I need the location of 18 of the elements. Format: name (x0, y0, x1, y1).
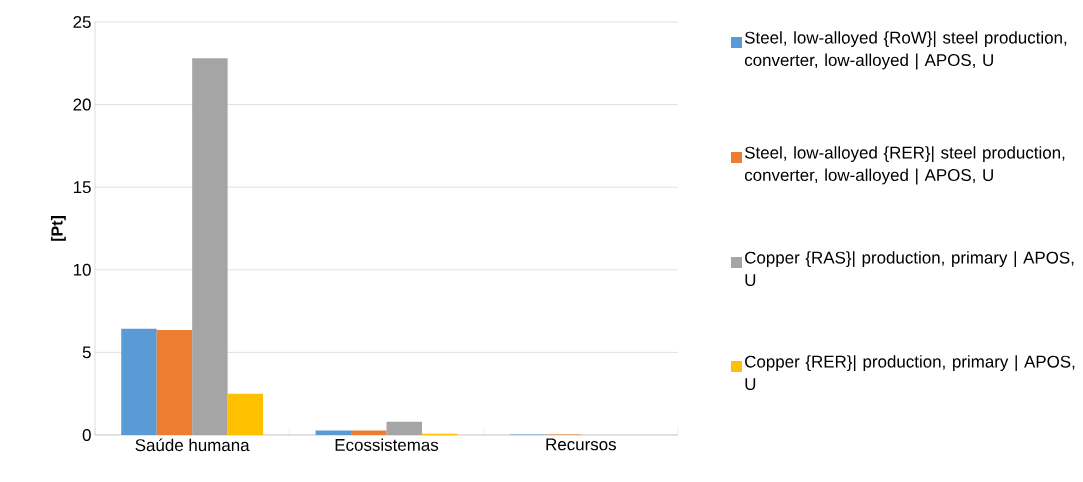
y-tick-label: 5 (82, 346, 91, 359)
bar (227, 393, 264, 435)
x-tick-label: Recursos (546, 438, 616, 451)
y-tick-label: 15 (73, 181, 91, 194)
legend-label: Copper {RER}| production, primary | APOS, U (745, 355, 1075, 391)
y-tick-label: 25 (73, 15, 91, 28)
y-axis-title: [Pt] (50, 216, 66, 241)
bar (351, 430, 387, 435)
x-tick-label: Ecossistemas (335, 438, 439, 451)
y-tick-label: 20 (73, 98, 91, 111)
bar (156, 330, 193, 435)
legend-label: Steel, low-alloyed {RoW}| steel production, converter, low-alloyed | APOS, U (744, 31, 1067, 70)
x-tick-label: Saúde humana (135, 438, 250, 452)
legend-label: Copper {RAS}| production, primary | APOS, U (745, 251, 1074, 287)
y-tick-label: 0 (82, 428, 91, 441)
y-tick-label: 10 (73, 263, 91, 276)
legend-label: Steel, low-alloyed {RER}| steel production, converter, low-alloyed | APOS, U (744, 146, 1065, 185)
bar (121, 328, 157, 435)
